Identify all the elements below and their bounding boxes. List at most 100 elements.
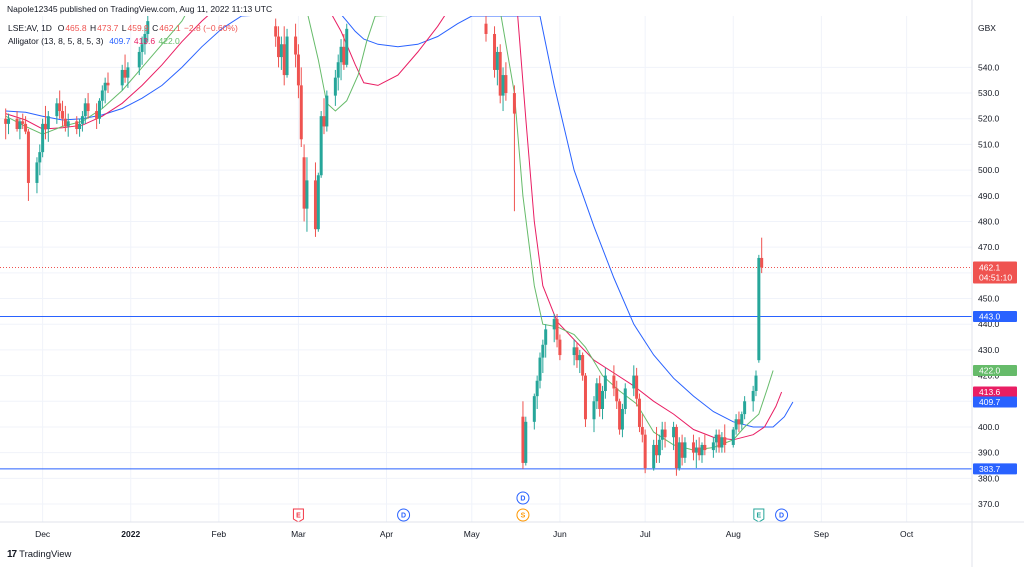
candle-body	[521, 416, 525, 463]
y-tick-label: 430.0	[978, 345, 1000, 355]
candle-body	[652, 444, 656, 469]
open-label: O	[57, 23, 65, 33]
candle-body	[302, 157, 306, 209]
candle-body	[720, 437, 724, 448]
y-tick-label: 500.0	[978, 165, 1000, 175]
event-marker-dividend: D	[775, 508, 789, 522]
y-tick-label: 380.0	[978, 473, 1000, 483]
teeth-value: 413.6	[133, 36, 156, 46]
x-tick-label: Jul	[640, 529, 651, 539]
candle-body	[623, 388, 627, 409]
y-axis-currency-label: GBX	[978, 23, 996, 33]
split-marker-icon	[516, 508, 530, 522]
high-value: 473.7	[97, 23, 119, 33]
candle-body	[544, 329, 548, 345]
symbol-label: LSE:AV, 1D	[8, 23, 52, 33]
close-label: C	[152, 23, 159, 33]
dividend-marker-icon	[775, 508, 789, 522]
candle-body	[86, 103, 90, 112]
y-tick-label: 520.0	[978, 114, 1000, 124]
candle-body	[655, 444, 659, 456]
alligator-jaw-line	[5, 16, 794, 428]
candle-body	[15, 118, 19, 130]
candle-body	[734, 419, 738, 430]
candle-body	[714, 434, 718, 443]
y-tick-label: 390.0	[978, 448, 1000, 458]
candle-body	[694, 447, 698, 453]
candle-body	[501, 75, 505, 96]
candle-body	[601, 391, 605, 409]
candle-body	[80, 116, 84, 124]
candle-body	[325, 95, 329, 127]
low-value: 459.9	[127, 23, 149, 33]
candle-body	[657, 439, 661, 456]
candle-body	[333, 77, 337, 96]
candle-body	[595, 383, 599, 402]
candle-body	[512, 93, 516, 114]
event-markers[interactable]: E D D S E D	[292, 491, 789, 523]
candle-body	[697, 447, 701, 456]
event-marker-dividend: D	[516, 491, 530, 505]
candle-body	[495, 51, 499, 70]
candle-body	[598, 383, 602, 409]
candle-body	[137, 51, 141, 68]
candle-body	[640, 426, 644, 435]
candle-body	[95, 111, 99, 119]
candle-body	[691, 442, 695, 453]
x-tick-label: Aug	[726, 529, 741, 539]
candle-body	[313, 180, 317, 230]
alligator-indicator	[5, 16, 794, 451]
candle-body	[737, 419, 741, 425]
candle-body	[618, 401, 622, 430]
candle-body	[83, 103, 87, 117]
tradingview-logo-icon: 17	[7, 549, 17, 560]
candle-body	[632, 375, 636, 389]
candle-body	[672, 426, 676, 438]
y-tick-label: 530.0	[978, 88, 1000, 98]
footer-brand[interactable]: 17 TradingView	[7, 549, 71, 560]
candle-body	[583, 375, 587, 420]
candle-body	[592, 401, 596, 420]
open-value: 465.8	[65, 23, 87, 33]
candle-body	[743, 401, 747, 415]
candle-body	[123, 69, 127, 78]
candle-body	[279, 44, 283, 58]
x-tick-label: Apr	[380, 529, 393, 539]
candle-body	[615, 388, 619, 402]
horizontal-lines[interactable]	[0, 316, 972, 470]
candle-body	[342, 46, 346, 65]
candle-body	[711, 442, 715, 451]
candle-body	[103, 82, 107, 91]
candles	[4, 16, 764, 476]
price-tag: 443.0	[979, 312, 1001, 322]
x-tick-label: Oct	[900, 529, 914, 539]
candle-body	[731, 429, 735, 445]
candle-body	[552, 319, 556, 330]
y-axis: GBX370.0380.0390.0400.0410.0420.0430.044…	[971, 0, 1000, 567]
candle-body	[75, 121, 79, 130]
candle-body	[63, 118, 67, 127]
candle-body	[493, 33, 497, 70]
candle-body	[285, 36, 289, 76]
candle-body	[316, 175, 320, 230]
indicator-label: Alligator (13, 8, 5, 8, 5, 3)	[8, 36, 104, 46]
candle-body	[61, 111, 65, 119]
candle-body	[754, 375, 758, 392]
candle-body	[106, 82, 110, 86]
price-tag: 413.6	[979, 387, 1001, 397]
candle-body	[299, 85, 303, 140]
candle-body	[757, 257, 761, 361]
x-tick-label: Dec	[35, 529, 51, 539]
candle-body	[35, 162, 39, 183]
candle-body	[38, 152, 42, 163]
candle-body	[58, 103, 62, 112]
event-marker-split: S	[516, 508, 530, 522]
candle-body	[532, 396, 536, 422]
y-tick-label: 540.0	[978, 62, 1000, 72]
candle-body	[345, 28, 349, 65]
price-tag-bg	[973, 364, 1017, 376]
y-tick-label: 480.0	[978, 216, 1000, 226]
candle-body	[55, 103, 59, 117]
x-tick-label: Mar	[291, 529, 306, 539]
